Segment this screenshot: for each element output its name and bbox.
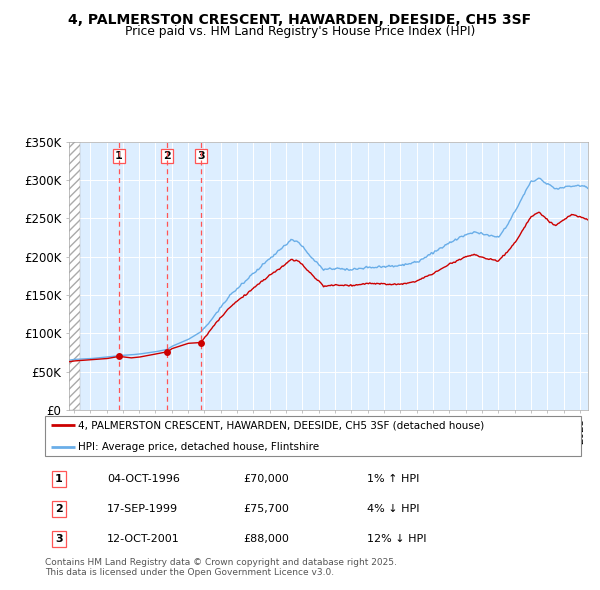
Text: 1% ↑ HPI: 1% ↑ HPI [367,474,419,484]
Text: £88,000: £88,000 [244,534,290,544]
Text: 3: 3 [197,151,205,161]
Text: 17-SEP-1999: 17-SEP-1999 [107,504,178,514]
Text: 1: 1 [55,474,63,484]
Text: 4, PALMERSTON CRESCENT, HAWARDEN, DEESIDE, CH5 3SF (detached house): 4, PALMERSTON CRESCENT, HAWARDEN, DEESID… [78,421,485,430]
Text: 04-OCT-1996: 04-OCT-1996 [107,474,179,484]
Text: 12% ↓ HPI: 12% ↓ HPI [367,534,427,544]
Text: £75,700: £75,700 [244,504,290,514]
Text: 4, PALMERSTON CRESCENT, HAWARDEN, DEESIDE, CH5 3SF: 4, PALMERSTON CRESCENT, HAWARDEN, DEESID… [68,13,532,27]
Text: 1: 1 [115,151,123,161]
Text: Price paid vs. HM Land Registry's House Price Index (HPI): Price paid vs. HM Land Registry's House … [125,25,475,38]
Text: 2: 2 [163,151,171,161]
Bar [69,142,80,410]
FancyBboxPatch shape [45,415,581,457]
Text: Contains HM Land Registry data © Crown copyright and database right 2025.
This d: Contains HM Land Registry data © Crown c… [45,558,397,577]
Text: 2: 2 [55,504,63,514]
Text: 4% ↓ HPI: 4% ↓ HPI [367,504,420,514]
Text: 3: 3 [55,534,63,544]
Text: 12-OCT-2001: 12-OCT-2001 [107,534,179,544]
Text: HPI: Average price, detached house, Flintshire: HPI: Average price, detached house, Flin… [78,442,319,451]
Text: £70,000: £70,000 [244,474,289,484]
